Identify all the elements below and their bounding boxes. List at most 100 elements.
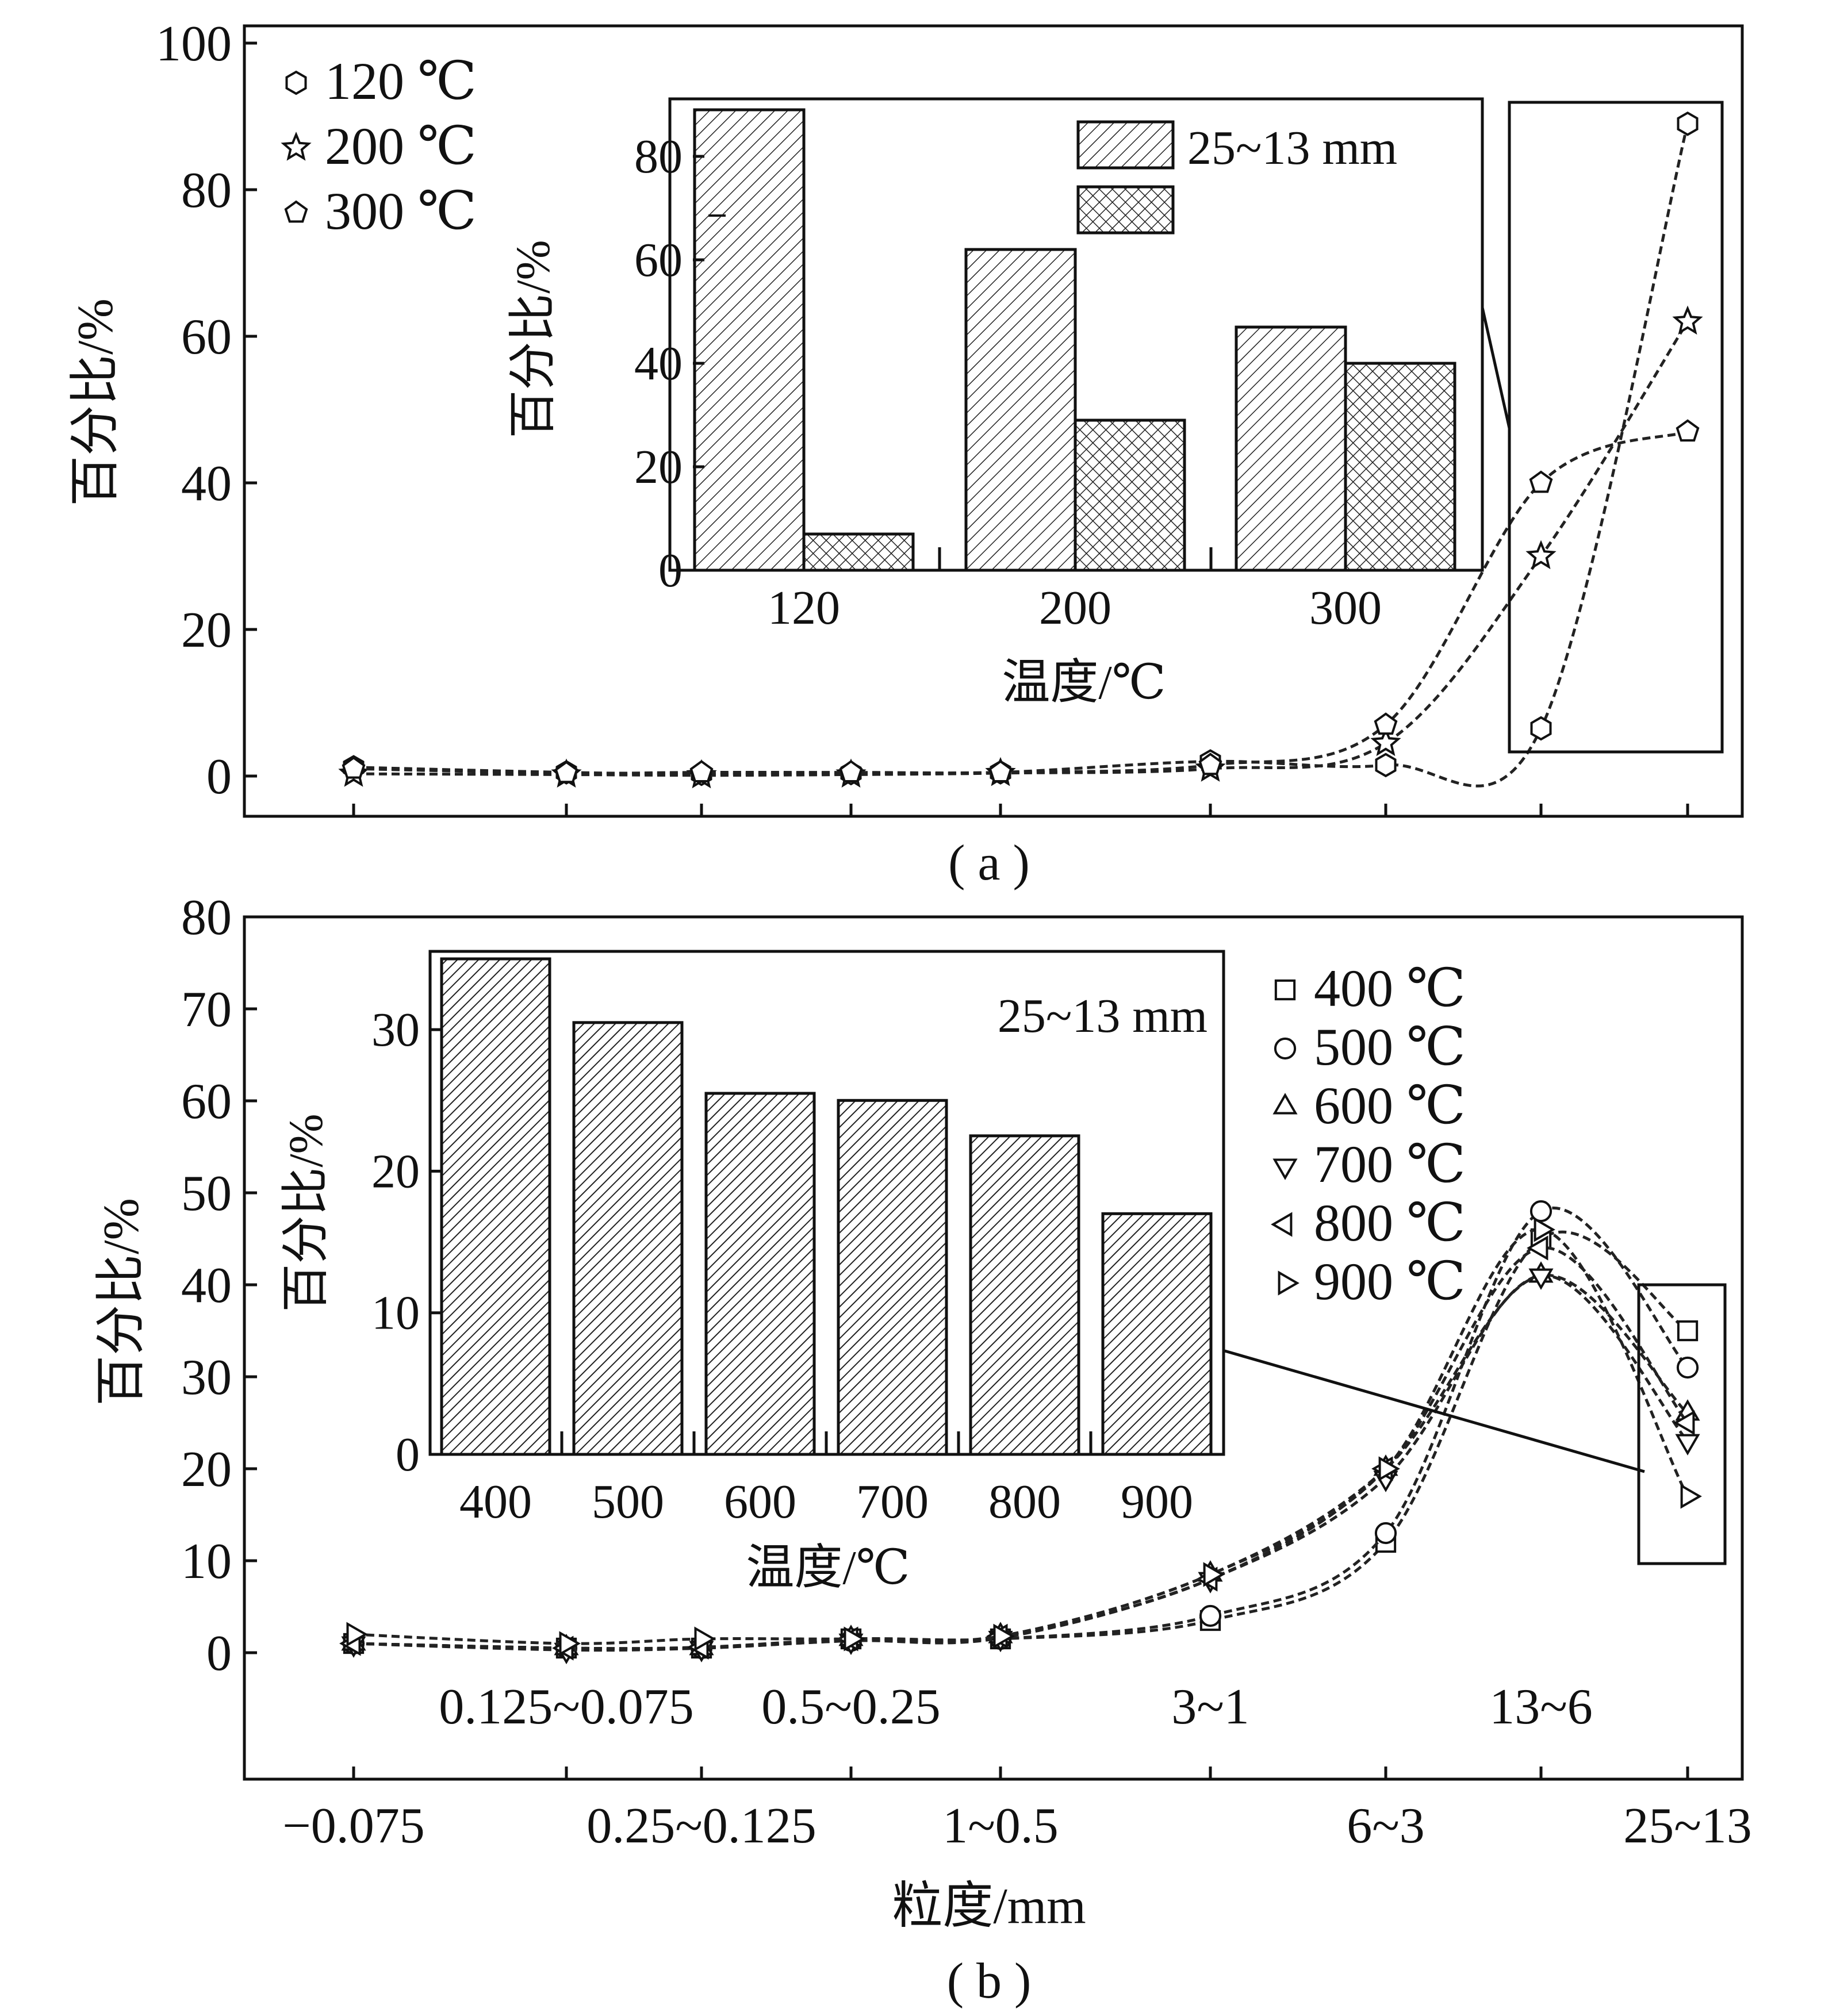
legend-label-400: 400 ℃ <box>1314 959 1466 1017</box>
data-point-300 <box>1374 712 1398 735</box>
panel-b-inset: 25~13 mm 0 10 20 30 400 500 600 700 800 900 百分比/… <box>279 950 1225 1595</box>
data-point-900 <box>1680 1484 1702 1509</box>
inset-y-tick-label: 80 <box>634 130 683 183</box>
panel-b-inset-x-axis: 400 500 600 700 800 900 <box>459 1431 1193 1529</box>
legend-marker-700 <box>1272 1158 1298 1180</box>
data-point-300 <box>1529 470 1553 493</box>
inset-bar-900 <box>1101 1212 1213 1456</box>
y-tick-label: 0 <box>206 749 232 805</box>
y-tick-label: 10 <box>181 1534 232 1589</box>
data-point-700 <box>1675 1434 1700 1456</box>
x-tick-label: 1~0.5 <box>942 1798 1059 1854</box>
data-point-120 <box>1530 716 1552 741</box>
data-point-800 <box>1673 1410 1695 1435</box>
data-point-900 <box>346 1622 368 1647</box>
data-point-900 <box>993 1623 1015 1649</box>
data-point-900 <box>559 1631 581 1656</box>
panel-b-x-axis-label: 粒度/mm <box>892 1879 1086 1934</box>
panel-a-inset-y-axis-label: 百分比/% <box>507 240 560 438</box>
data-point-300 <box>1676 419 1700 442</box>
inset-y-tick-label: 20 <box>634 440 683 494</box>
legend-marker-300 <box>284 200 308 223</box>
data-point-200 <box>1672 305 1703 335</box>
panel-a-y-axis: 0 20 40 60 80 100 <box>156 16 257 805</box>
y-tick-label: 40 <box>181 456 232 512</box>
data-point-120 <box>1375 752 1397 778</box>
inset-x-tick-label: 900 <box>1121 1475 1193 1529</box>
legend-marker-800 <box>1271 1212 1293 1237</box>
legend-label-300: 300 ℃ <box>325 182 477 240</box>
data-point-200 <box>1370 727 1401 757</box>
x-tick-label: 6~3 <box>1347 1798 1425 1854</box>
data-point-300 <box>689 760 714 782</box>
data-point-900 <box>1534 1217 1555 1242</box>
panel-b-inset-frame <box>428 950 1225 1456</box>
y-tick-label: 20 <box>181 602 232 658</box>
legend-marker-600 <box>1272 1093 1298 1115</box>
series-line-400 <box>353 1230 1689 1651</box>
y-tick-label: 100 <box>156 16 232 72</box>
y-tick-label: 30 <box>181 1350 232 1406</box>
x-tick-label: 0.25~0.125 <box>586 1798 816 1854</box>
panel-b-y-axis: 0 10 20 30 40 50 60 70 80 <box>181 890 257 1681</box>
panel-b-callout-line <box>1224 1349 1645 1473</box>
y-tick-label: 60 <box>181 1074 232 1130</box>
panel-a-caption: ( a ) <box>948 835 1030 891</box>
data-point-300 <box>988 760 1013 782</box>
panel-b-inset-bars <box>440 957 1213 1456</box>
inset-legend-crosshatch-swatch <box>1076 185 1175 235</box>
data-point-300 <box>554 761 578 784</box>
inset-x-tick-label: 600 <box>724 1475 796 1529</box>
x-tick-label: 0.125~0.075 <box>439 1679 694 1735</box>
y-tick-label: 40 <box>181 1258 232 1314</box>
legend-marker-200 <box>281 131 312 161</box>
x-tick-label: 0.5~0.25 <box>761 1679 941 1735</box>
inset-bar-200-crosshatch <box>1074 418 1186 572</box>
y-tick-label: 20 <box>181 1442 232 1497</box>
inset-x-tick-label: 400 <box>459 1475 532 1529</box>
inset-bar-700 <box>837 1099 948 1456</box>
inset-bar-800 <box>969 1134 1080 1456</box>
inset-y-tick-label: 20 <box>371 1145 420 1198</box>
inset-y-tick-label: 0 <box>658 544 683 597</box>
data-point-200 <box>1525 540 1557 570</box>
panel-a-legend: 120 ℃ 200 ℃ 300 ℃ <box>281 52 477 240</box>
inset-y-tick-label: 0 <box>396 1428 420 1481</box>
x-tick-label: 3~1 <box>1171 1679 1249 1735</box>
panel-a-series <box>338 111 1703 789</box>
panel-b-frame <box>243 915 1744 1781</box>
inset-y-tick-label: 30 <box>371 1003 420 1057</box>
inset-x-tick-label: 300 <box>1309 581 1382 635</box>
panel-a-inset: 0 20 40 60 80 120 200 300 百分比/% 温度/℃ 25~13 mm <box>507 97 1484 709</box>
panel-a-inset-x-axis-label: 温度/℃ <box>1002 656 1166 709</box>
legend-marker-400 <box>1274 979 1296 1001</box>
inset-y-tick-label: 40 <box>634 337 683 390</box>
panel-a: 0 20 40 60 80 100 百分比/% 120 ℃ 200 ℃ 300 ℃ 0 20 40… <box>68 16 1744 891</box>
inset-bar-500 <box>572 1021 684 1456</box>
legend-marker-120 <box>285 70 307 95</box>
panel-a-frame <box>243 24 1744 818</box>
panel-b-caption: ( b ) <box>947 1953 1032 2009</box>
data-point-300 <box>839 760 863 782</box>
y-tick-label: 0 <box>206 1626 232 1681</box>
legend-label-500: 500 ℃ <box>1314 1017 1466 1076</box>
panel-a-x-ticks <box>352 804 1689 816</box>
y-tick-label: 60 <box>181 309 232 365</box>
inset-bar-600 <box>704 1092 816 1456</box>
data-point-500 <box>1529 1200 1552 1223</box>
panel-b-x-ticks: −0.075 0.125~0.075 0.25~0.125 0.5~0.25 1~0.5… <box>282 1679 1752 1854</box>
inset-y-tick-label: 60 <box>634 233 683 287</box>
panel-a-inset-legend: 25~13 mm <box>1076 120 1397 235</box>
panel-b-series <box>339 1200 1702 1665</box>
x-tick-label: 25~13 <box>1623 1798 1752 1854</box>
x-tick-label: 13~6 <box>1489 1679 1593 1735</box>
inset-bar-300-crosshatch <box>1344 362 1456 572</box>
panel-b-inset-y-axis: 0 10 20 30 <box>371 1003 442 1481</box>
legend-label-600: 600 ℃ <box>1314 1076 1466 1135</box>
data-point-400 <box>1677 1320 1699 1342</box>
data-point-500 <box>1199 1604 1222 1627</box>
panel-b: 0 10 20 30 40 50 60 70 80 −0.075 0.125~0.075 0.25~… <box>94 890 1752 2009</box>
y-tick-label: 50 <box>181 1166 232 1222</box>
inset-bar-400 <box>440 957 551 1456</box>
legend-label-120: 120 ℃ <box>325 52 477 110</box>
